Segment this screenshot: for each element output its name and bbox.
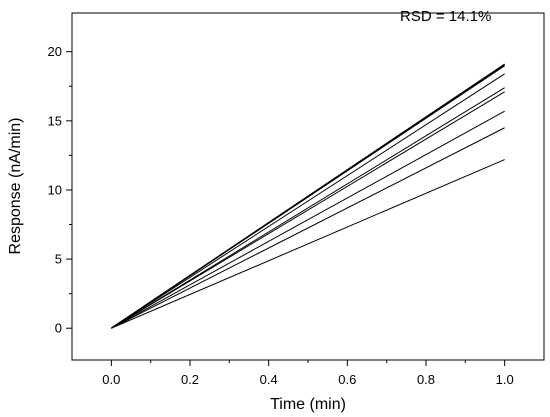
x-axis: 0.0 0.2 0.4 0.6 0.8 1.0: [102, 360, 514, 387]
x-tick-label: 0.6: [338, 372, 356, 387]
rsd-annotation: RSD = 14.1%: [400, 8, 491, 25]
x-tick-label: 0.0: [102, 372, 120, 387]
x-axis-title: Time (min): [270, 396, 346, 413]
series-line-3: [111, 73, 505, 329]
y-tick-label: 0: [55, 321, 62, 336]
y-tick-label: 20: [48, 44, 62, 59]
y-axis: 0 5 10 15 20: [48, 44, 72, 336]
series-line-6: [111, 110, 505, 329]
x-tick-label: 0.8: [417, 372, 435, 387]
series-line-7: [111, 127, 505, 329]
x-tick-label: 0.4: [260, 372, 278, 387]
x-tick-label: 0.2: [181, 372, 199, 387]
series-line-2: [110, 64, 506, 329]
x-tick-label: 1.0: [496, 372, 514, 387]
y-tick-label: 5: [55, 252, 62, 267]
series-line-5: [111, 91, 505, 329]
series-line-4: [111, 87, 505, 329]
series-line-8: [111, 159, 505, 329]
y-axis-title: Response (nA/min): [7, 118, 24, 255]
y-tick-label: 10: [48, 182, 62, 197]
series-group: [110, 63, 506, 329]
y-tick-label: 15: [48, 113, 62, 128]
